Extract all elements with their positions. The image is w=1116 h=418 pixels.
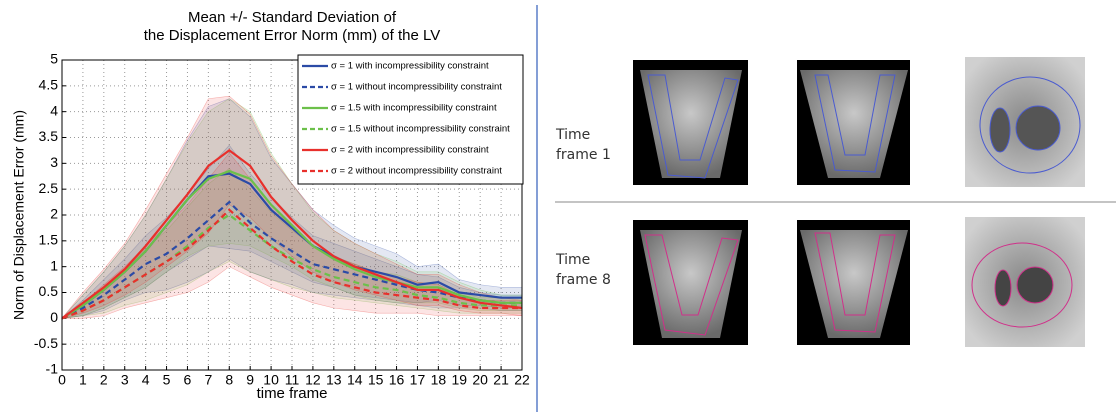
series-line <box>61 149 523 320</box>
y-tick-label: 0 <box>50 309 58 325</box>
legend-label: σ = 1 with incompressibility constraint <box>331 61 489 72</box>
x-tick-label: 9 <box>246 372 254 388</box>
ultrasound-image <box>797 60 910 185</box>
legend-box <box>297 54 524 185</box>
y-axis-label: Norm of Displacement Error (mm) <box>11 110 27 320</box>
x-tick-label: 21 <box>493 372 509 388</box>
y-tick-label: 3.5 <box>39 128 59 144</box>
x-tick-label: 12 <box>305 372 321 388</box>
y-tick-label: 3 <box>50 154 58 170</box>
x-tick-label: 6 <box>184 372 192 388</box>
y-tick-label: 4 <box>50 102 58 118</box>
ultrasound-image <box>797 220 910 345</box>
x-tick-label: 7 <box>204 372 212 388</box>
x-tick-label: 13 <box>326 372 342 388</box>
chart-title: Mean +/- Standard Deviation of <box>188 9 397 26</box>
legend-label: σ = 1.5 with incompressibility constrain… <box>331 103 497 114</box>
y-tick-label: 2.5 <box>39 180 59 196</box>
x-tick-label: 0 <box>58 372 66 388</box>
y-tick-label: -1 <box>46 361 59 377</box>
x-tick-label: 11 <box>285 372 300 388</box>
series-line <box>61 213 522 320</box>
x-tick-label: 14 <box>347 372 363 388</box>
x-axis-label: time frame <box>257 385 328 402</box>
legend: σ = 1 with incompressibility constraint σ… <box>297 54 524 185</box>
y-tick-label: 0.5 <box>39 283 59 299</box>
x-tick-label: 8 <box>225 372 233 388</box>
row-label: Time frame 8 <box>556 252 611 288</box>
plot <box>61 59 523 371</box>
ultrasound-image <box>633 220 748 345</box>
y-tick-label: 2 <box>50 206 58 222</box>
chart-title: the Displacement Error Norm (mm) of the … <box>144 27 440 44</box>
x-tick-label: 5 <box>163 372 171 388</box>
x-tick-label: 3 <box>121 372 129 388</box>
x-tick-label: 18 <box>431 372 447 388</box>
x-tick-label: 19 <box>451 372 467 388</box>
x-tick-label: 15 <box>368 372 384 388</box>
plot-frame <box>61 59 523 371</box>
ultrasound-image <box>965 57 1085 187</box>
x-tick-label: 17 <box>410 372 426 388</box>
x-tick-label: 22 <box>514 372 530 388</box>
x-tick-label: 4 <box>142 372 150 388</box>
x-tick-label: 16 <box>389 372 405 388</box>
ultrasound-image <box>633 60 748 185</box>
series-line <box>61 200 522 320</box>
y-tick-label: 1 <box>50 257 58 273</box>
y-tick-label: -0.5 <box>34 335 58 351</box>
y-tick-label: 5 <box>50 51 58 67</box>
x-tick-label: 2 <box>100 372 108 388</box>
series-line <box>61 169 522 320</box>
legend-label: σ = 2 with incompressibility constraint <box>331 145 489 156</box>
series-line <box>61 208 522 320</box>
x-tick-label: 10 <box>263 372 279 388</box>
row-label: Time frame 1 <box>556 127 611 163</box>
y-tick-label: 4.5 <box>39 77 59 93</box>
x-tick-label: 1 <box>79 372 87 388</box>
x-tick-label: 20 <box>472 372 488 388</box>
y-tick-label: 1.5 <box>39 232 59 248</box>
legend-label: σ = 1 without incompressibility constrai… <box>331 82 502 93</box>
legend-label: σ = 1.5 without incompressibility constr… <box>331 124 510 135</box>
ultrasound-image <box>965 217 1085 347</box>
legend-label: σ = 2 without incompressibility constrai… <box>331 166 502 177</box>
